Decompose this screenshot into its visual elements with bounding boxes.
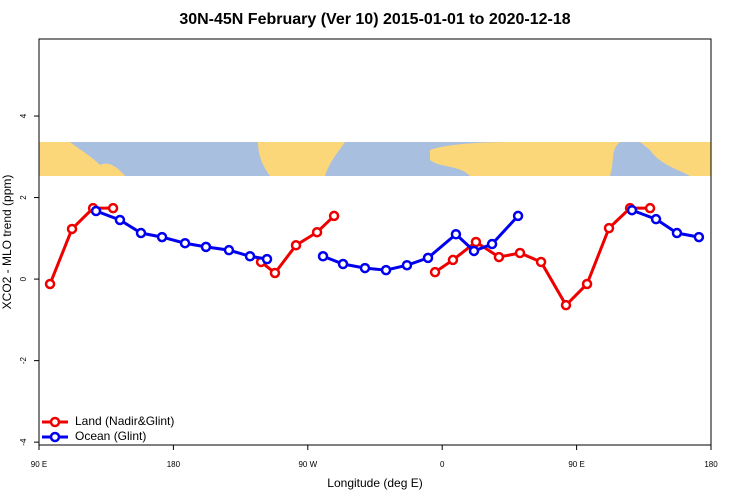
data-point <box>429 266 441 278</box>
x-tick-label: 90 W <box>298 460 317 469</box>
data-point <box>90 205 102 217</box>
chart-title: 30N-45N February (Ver 10) 2015-01-01 to … <box>179 11 570 28</box>
x-tick-label: 90 E <box>31 460 47 469</box>
data-point <box>644 202 656 214</box>
x-axis-label: Longitude (deg E) <box>327 476 422 490</box>
legend-marker <box>49 416 61 428</box>
data-point <box>311 226 323 238</box>
data-point <box>44 278 56 290</box>
legend-label: Ocean (Glint) <box>75 429 146 443</box>
data-point <box>603 222 615 234</box>
data-point <box>223 244 235 256</box>
data-point <box>107 202 119 214</box>
data-point <box>156 231 168 243</box>
x-tick-label: 0 <box>440 460 445 469</box>
legend-marker <box>49 431 61 443</box>
data-point <box>693 231 705 243</box>
y-tick-label: 2 <box>19 195 28 200</box>
y-tick-label: 4 <box>19 113 28 118</box>
data-point <box>447 254 459 266</box>
data-point <box>200 241 212 253</box>
data-point <box>328 210 340 222</box>
x-tick-label: 180 <box>167 460 181 469</box>
data-point <box>66 223 78 235</box>
data-point <box>535 256 547 268</box>
data-point <box>290 240 302 251</box>
data-point <box>179 237 191 249</box>
data-point <box>337 258 349 270</box>
data-point <box>468 245 480 257</box>
data-point <box>626 204 638 216</box>
y-tick-label: -2 <box>19 357 28 365</box>
x-tick-label: 180 <box>704 460 718 469</box>
data-point <box>422 252 434 264</box>
data-point <box>317 251 329 262</box>
plot-frame <box>38 38 712 446</box>
data-point <box>380 264 392 276</box>
data-point <box>650 213 662 225</box>
data-point <box>244 251 256 262</box>
data-point <box>486 238 498 250</box>
data-point <box>135 227 147 239</box>
data-point <box>581 278 593 290</box>
data-point <box>401 259 413 271</box>
data-point <box>514 247 526 259</box>
data-point <box>269 267 281 279</box>
y-tick-label: 0 <box>19 276 28 281</box>
data-point <box>560 299 572 311</box>
data-point <box>671 227 683 239</box>
data-point <box>450 229 462 240</box>
x-tick-label: 90 E <box>568 460 584 469</box>
data-point <box>493 251 505 263</box>
legend-label: Land (Nadir&Glint) <box>75 414 174 428</box>
data-point <box>512 210 524 222</box>
data-point <box>261 253 273 265</box>
world-map-strip <box>39 142 711 176</box>
data-point <box>359 262 371 274</box>
y-tick-label: -4 <box>19 438 28 446</box>
data-point <box>470 236 482 248</box>
data-point <box>114 214 126 226</box>
y-axis-label: XCO2 - MLO trend (ppm) <box>0 175 14 310</box>
series-line <box>48 206 651 308</box>
